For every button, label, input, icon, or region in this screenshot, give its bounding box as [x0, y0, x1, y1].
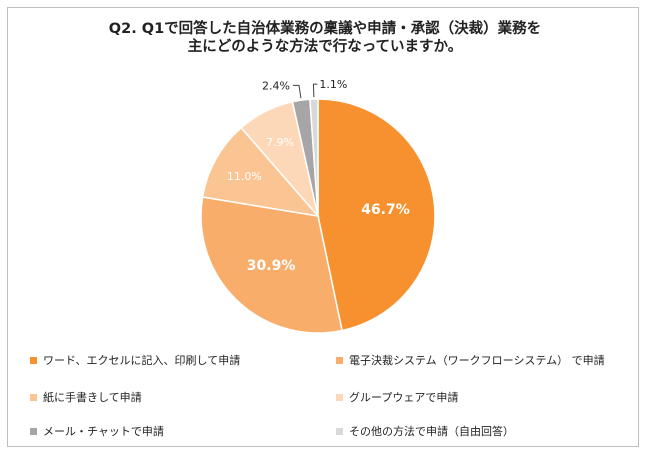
leader-line-other: [312, 83, 318, 98]
data-label-groupware: 7.9%: [266, 136, 294, 149]
data-label-mail-chat: 2.4%: [262, 79, 290, 92]
pie-slice-handwritten: [201, 126, 320, 218]
chart-title-line-2: 主にどのような方法で行なっていますか。: [187, 39, 463, 55]
pie-slice-word-excel: [317, 98, 436, 332]
chart-title-line-1: Q2. Q1で回答した自治体業務の稟議や申請・承認（決裁）業務を: [108, 21, 542, 37]
pie-slice-other: [309, 98, 319, 217]
leader-line-mail-chat: [293, 84, 302, 99]
chart-title: Q2. Q1で回答した自治体業務の稟議や申請・承認（決裁）業務を 主にどのような…: [0, 20, 650, 56]
data-label-other: 1.1%: [319, 78, 347, 91]
pie-slice-workflow-system: [200, 196, 343, 334]
data-label-workflow-system: 30.9%: [247, 258, 296, 274]
data-label-word-excel: 46.7%: [361, 202, 410, 218]
data-label-handwritten: 11.0%: [227, 170, 262, 183]
